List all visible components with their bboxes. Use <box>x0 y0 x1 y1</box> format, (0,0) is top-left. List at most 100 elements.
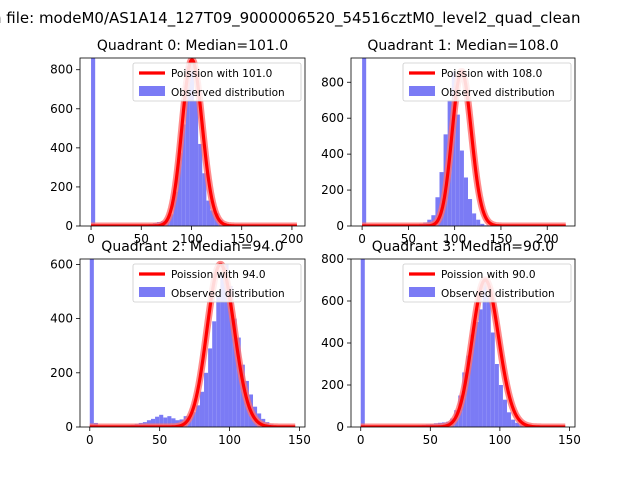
y-tick-label: 600 <box>50 257 73 271</box>
legend-label-observed: Observed distribution <box>171 288 285 300</box>
y-tick-label: 200 <box>321 183 344 197</box>
histogram-bar <box>204 372 209 427</box>
x-tick-label: 150 <box>558 433 581 447</box>
legend: Poission with 90.0 Observed distribution <box>402 263 572 303</box>
legend-bar-swatch <box>139 86 165 96</box>
y-tick-label: 0 <box>65 420 73 434</box>
histogram-bar <box>463 177 468 226</box>
histogram-bar <box>198 143 203 226</box>
histogram-bar <box>208 348 213 427</box>
histogram-bar <box>455 114 460 226</box>
x-tick-label: 200 <box>536 232 559 246</box>
quadrant-1-panel: 0 50 100 150 200 0 200 400 600 800 Quadrant 1: Med… <box>321 38 576 246</box>
y-tick-label: 400 <box>321 147 344 161</box>
histogram-bar <box>466 355 471 427</box>
figure-suptitle: n file: modeM0/AS1A14_127T09_9000006520_… <box>0 9 581 28</box>
y-tick-label: 400 <box>50 141 73 155</box>
histogram-bar <box>167 416 172 427</box>
legend-label-observed: Observed distribution <box>441 87 555 99</box>
histogram-bar <box>502 399 507 427</box>
y-tick-label: 800 <box>321 252 344 266</box>
histogram-bar <box>486 296 491 427</box>
histogram-bar <box>199 391 205 427</box>
histogram-bar <box>511 419 516 427</box>
legend-box <box>132 263 302 303</box>
legend-label-poisson: Poission with 101.0 <box>171 68 272 80</box>
y-tick-label: 200 <box>50 180 73 194</box>
x-tick-label: 0 <box>358 232 366 246</box>
histogram-bar <box>470 334 475 427</box>
histogram-bar <box>228 286 233 427</box>
y-tick-label: 800 <box>321 75 344 89</box>
histogram-bar <box>494 364 499 427</box>
x-tick-label: 50 <box>401 232 416 246</box>
panel-title: Quadrant 0: Median=101.0 <box>97 38 288 54</box>
x-tick-label: 100 <box>218 433 241 447</box>
histogram-bar <box>482 280 487 427</box>
y-tick-label: 600 <box>50 102 73 116</box>
histogram-bar <box>171 418 176 427</box>
legend: Poission with 94.0 Observed distribution <box>132 263 302 303</box>
poisson-curve <box>360 278 566 427</box>
histogram-bar <box>173 191 178 226</box>
legend-label-poisson: Poission with 108.0 <box>441 68 542 80</box>
x-tick-label: 100 <box>443 232 466 246</box>
histogram-bar <box>191 412 196 427</box>
x-tick-label: 200 <box>280 232 303 246</box>
y-tick-label: 400 <box>50 312 73 326</box>
legend: Poission with 101.0 Observed distribution <box>132 62 302 102</box>
x-tick-label: 0 <box>86 433 94 447</box>
histogram-bar <box>169 214 174 226</box>
histogram-bar <box>498 385 503 427</box>
histogram-bar <box>232 318 237 427</box>
histogram-bar <box>515 422 520 427</box>
legend-bar-swatch <box>409 86 435 96</box>
legend-label-observed: Observed distribution <box>171 87 285 99</box>
x-tick-label: 100 <box>488 433 511 447</box>
y-tick-label: 0 <box>65 219 73 233</box>
histogram-bar <box>212 321 217 427</box>
histogram-bar <box>362 58 367 226</box>
histogram-bar <box>506 412 512 427</box>
y-tick-label: 800 <box>50 63 73 77</box>
histogram-bar <box>194 100 199 226</box>
histogram-bar <box>210 210 215 226</box>
y-tick-label: 400 <box>321 336 344 350</box>
y-tick-label: 200 <box>50 366 73 380</box>
x-tick-label: 0 <box>87 232 95 246</box>
axes-frame <box>79 258 306 428</box>
legend-label-poisson: Poission with 94.0 <box>171 269 266 281</box>
poisson-curve <box>89 262 296 427</box>
panel-title: Quadrant 3: Median=90.0 <box>372 239 554 255</box>
histogram-bar <box>91 58 96 226</box>
x-tick-label: 50 <box>423 433 438 447</box>
quadrant-0-panel: 0 50 100 150 200 0 200 400 600 800 Quadrant 0: Med… <box>50 38 306 246</box>
y-tick-label: 0 <box>336 420 344 434</box>
x-tick-label: 150 <box>489 232 512 246</box>
panel-title: Quadrant 2: Median=94.0 <box>101 239 283 255</box>
histogram-bars <box>91 58 240 226</box>
histogram-bar <box>185 65 190 226</box>
histogram-bar <box>472 213 477 226</box>
legend-box <box>402 263 572 303</box>
x-tick-label: 0 <box>357 433 365 447</box>
x-tick-label: 150 <box>288 433 311 447</box>
histogram-bar <box>155 416 160 427</box>
histogram-bar <box>89 259 94 427</box>
quadrant-2-panel: 0 50 100 150 0 200 400 600 Quadrant 2: Median=94… <box>50 239 311 447</box>
histogram-bar <box>177 152 182 226</box>
y-tick-label: 600 <box>321 111 344 125</box>
histogram-bar <box>181 124 186 226</box>
y-tick-label: 600 <box>321 294 344 308</box>
histogram-bar <box>150 418 156 427</box>
histogram-bar <box>459 150 464 226</box>
histogram-bar <box>195 405 200 427</box>
histogram-bar <box>490 332 495 427</box>
histogram-bar <box>474 322 479 427</box>
legend-bar-swatch <box>139 287 165 297</box>
histogram-bar <box>220 275 225 427</box>
legend: Poission with 108.0 Observed distribution <box>402 62 572 102</box>
axes-frame <box>79 57 306 227</box>
quadrant-3-panel: 0 50 100 150 0 200 400 600 800 Quadrant 3: Median… <box>321 239 581 447</box>
